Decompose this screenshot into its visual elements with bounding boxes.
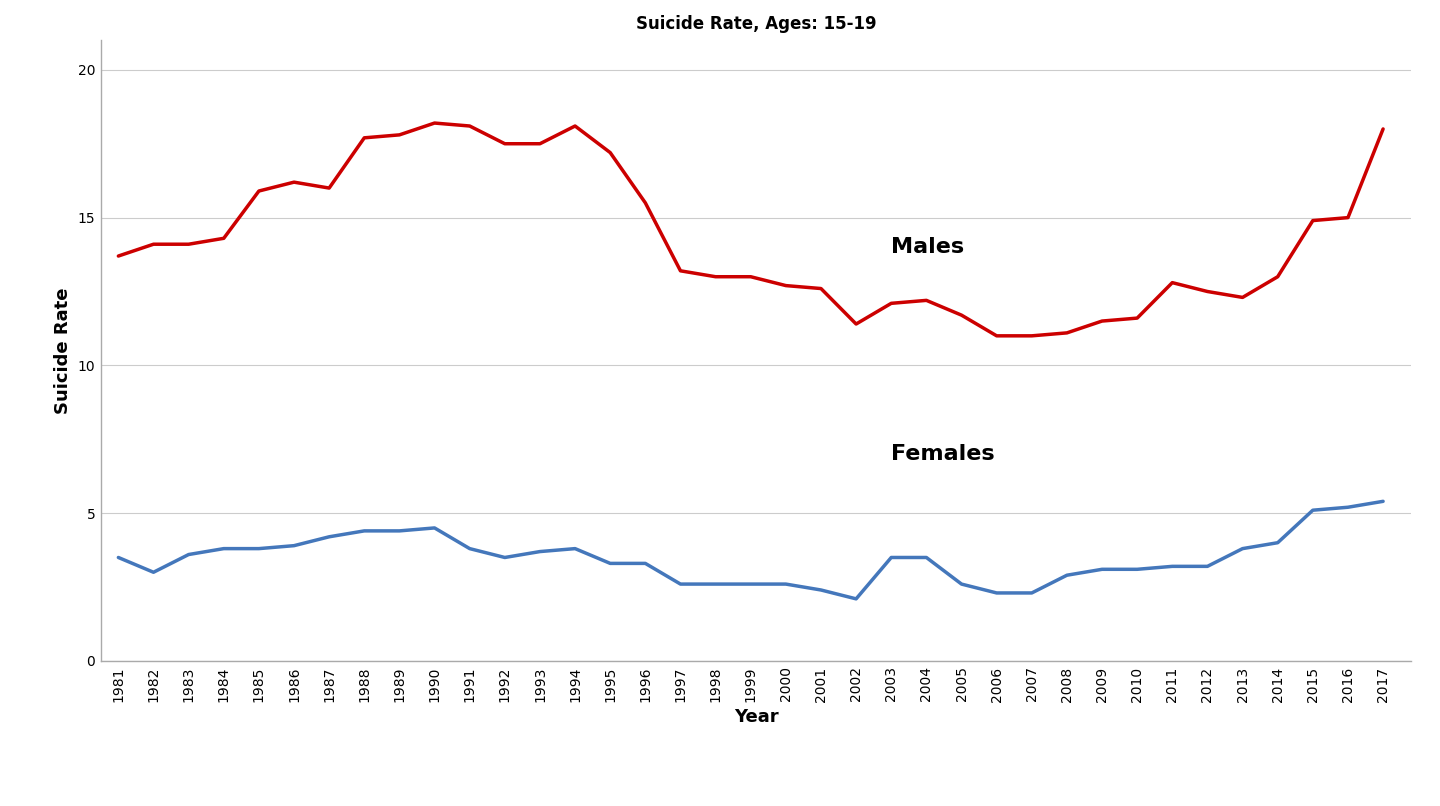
Title: Suicide Rate, Ages: 15-19: Suicide Rate, Ages: 15-19 (635, 15, 877, 33)
Text: Females: Females (891, 444, 995, 464)
Text: Males: Males (891, 237, 965, 257)
Y-axis label: Suicide Rate: Suicide Rate (55, 288, 72, 413)
X-axis label: Year: Year (734, 708, 778, 725)
